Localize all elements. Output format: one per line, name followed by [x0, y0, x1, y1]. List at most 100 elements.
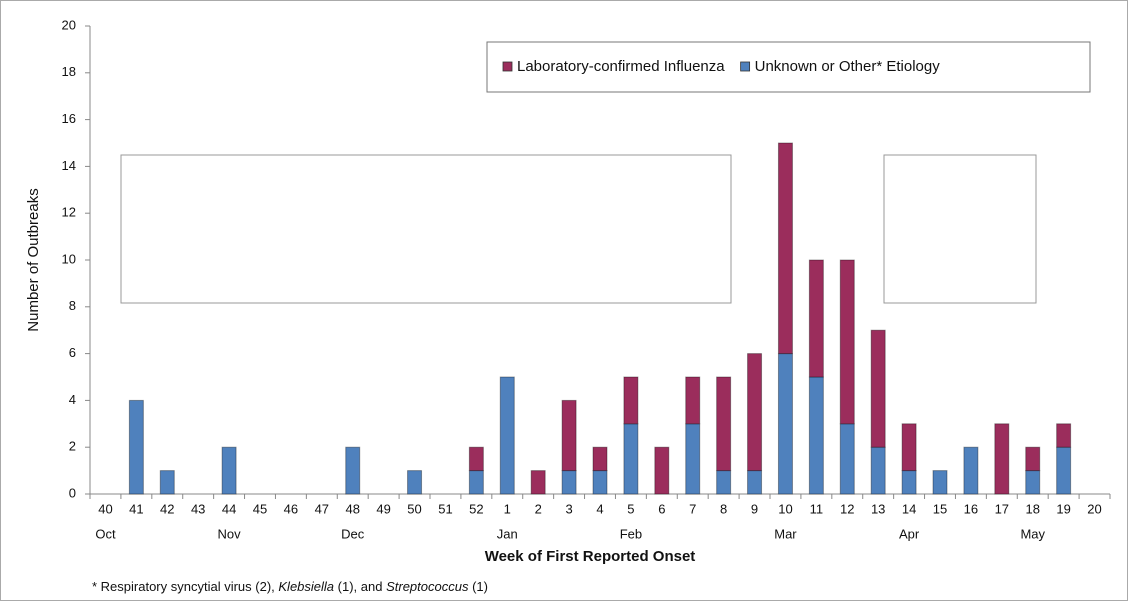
x-tick-label: 19: [1056, 501, 1070, 516]
bar-segment: [1025, 446, 1041, 472]
x-tick-label: 16: [964, 501, 978, 516]
bar-segment: [221, 446, 237, 495]
x-tick-label: 48: [345, 501, 359, 516]
legend-box: [486, 41, 1091, 93]
bar-segment: [1056, 423, 1072, 448]
bar-segment: [592, 470, 608, 495]
x-tick-label: 5: [627, 501, 634, 516]
x-tick-label: 20: [1087, 501, 1101, 516]
bar-segment: [839, 259, 855, 425]
y-tick-label: 12: [62, 205, 76, 220]
bar-segment: [901, 423, 917, 472]
x-tick-label: 9: [751, 501, 758, 516]
bar-segment: [747, 353, 763, 472]
legend-label: Laboratory-confirmed Influenza: [517, 58, 725, 75]
x-tick-label: 8: [720, 501, 727, 516]
bar-segment: [623, 376, 639, 425]
bar-segment: [808, 376, 824, 495]
annotation-box: [120, 154, 732, 304]
x-tick-label: 3: [565, 501, 572, 516]
x-tick-label: 40: [98, 501, 112, 516]
x-axis-title: Week of First Reported Onset: [485, 548, 696, 565]
bar-segment: [654, 446, 670, 495]
month-label: May: [1020, 526, 1045, 541]
x-tick-label: 42: [160, 501, 174, 516]
x-tick-label: 52: [469, 501, 483, 516]
x-tick-label: 12: [840, 501, 854, 516]
legend-label: Unknown or Other* Etiology: [755, 58, 941, 75]
bar-segment: [901, 470, 917, 495]
legend-swatch: [740, 61, 751, 72]
month-label: Jan: [497, 526, 518, 541]
x-tick-label: 2: [535, 501, 542, 516]
bar-segment: [870, 329, 886, 448]
bar-segment: [407, 470, 423, 495]
month-label: Feb: [620, 526, 642, 541]
bar-segment: [716, 376, 732, 472]
bar-segment: [1025, 470, 1041, 495]
bar-segment: [963, 446, 979, 495]
bar-segment: [623, 423, 639, 495]
x-tick-label: 47: [315, 501, 329, 516]
bar-segment: [1056, 446, 1072, 495]
x-tick-label: 49: [376, 501, 390, 516]
bar-segment: [468, 446, 484, 472]
bar-segment: [685, 423, 701, 495]
footnote-part: Streptococcus: [386, 579, 469, 594]
y-tick-label: 10: [62, 251, 76, 266]
y-axis-title: Number of Outbreaks: [25, 188, 42, 331]
bar-segment: [747, 470, 763, 495]
x-tick-label: 43: [191, 501, 205, 516]
x-tick-label: 44: [222, 501, 236, 516]
x-tick-label: 1: [504, 501, 511, 516]
bar-segment: [128, 399, 144, 495]
month-label: Nov: [218, 526, 242, 541]
bar-segment: [685, 376, 701, 425]
bar-segment: [530, 470, 546, 495]
month-label: Oct: [95, 526, 116, 541]
x-tick-label: 18: [1025, 501, 1039, 516]
legend-swatch: [502, 61, 513, 72]
x-tick-label: 45: [253, 501, 267, 516]
bar-segment: [932, 470, 948, 495]
footnote-part: Klebsiella: [278, 579, 334, 594]
bar-segment: [777, 142, 793, 355]
bar-segment: [870, 446, 886, 495]
footnote-part: (1), and: [334, 579, 386, 594]
y-tick-label: 4: [69, 392, 76, 407]
footnote-part: (1): [468, 579, 488, 594]
footnote: * Respiratory syncytial virus (2), Klebs…: [92, 579, 488, 594]
bar-segment: [592, 446, 608, 472]
month-label: Dec: [341, 526, 365, 541]
y-tick-label: 20: [62, 17, 76, 32]
bar-segment: [561, 399, 577, 472]
bar-segment: [468, 470, 484, 495]
bar-segment: [345, 446, 361, 495]
annotation-box: [883, 154, 1037, 304]
x-tick-label: 15: [933, 501, 947, 516]
y-tick-label: 14: [62, 158, 76, 173]
x-tick-label: 7: [689, 501, 696, 516]
x-tick-label: 13: [871, 501, 885, 516]
bar-segment: [839, 423, 855, 495]
x-tick-label: 46: [284, 501, 298, 516]
month-label: Mar: [774, 526, 797, 541]
y-tick-label: 16: [62, 111, 76, 126]
y-tick-label: 18: [62, 64, 76, 79]
x-tick-label: 51: [438, 501, 452, 516]
bar-segment: [716, 470, 732, 495]
y-tick-label: 2: [69, 439, 76, 454]
bar-segment: [777, 353, 793, 495]
bar-segment: [499, 376, 515, 495]
x-tick-label: 6: [658, 501, 665, 516]
x-tick-label: 4: [596, 501, 603, 516]
x-tick-label: 41: [129, 501, 143, 516]
x-tick-label: 10: [778, 501, 792, 516]
x-tick-label: 17: [995, 501, 1009, 516]
bar-segment: [994, 423, 1010, 495]
x-tick-label: 50: [407, 501, 421, 516]
y-tick-label: 6: [69, 345, 76, 360]
y-tick-label: 8: [69, 298, 76, 313]
